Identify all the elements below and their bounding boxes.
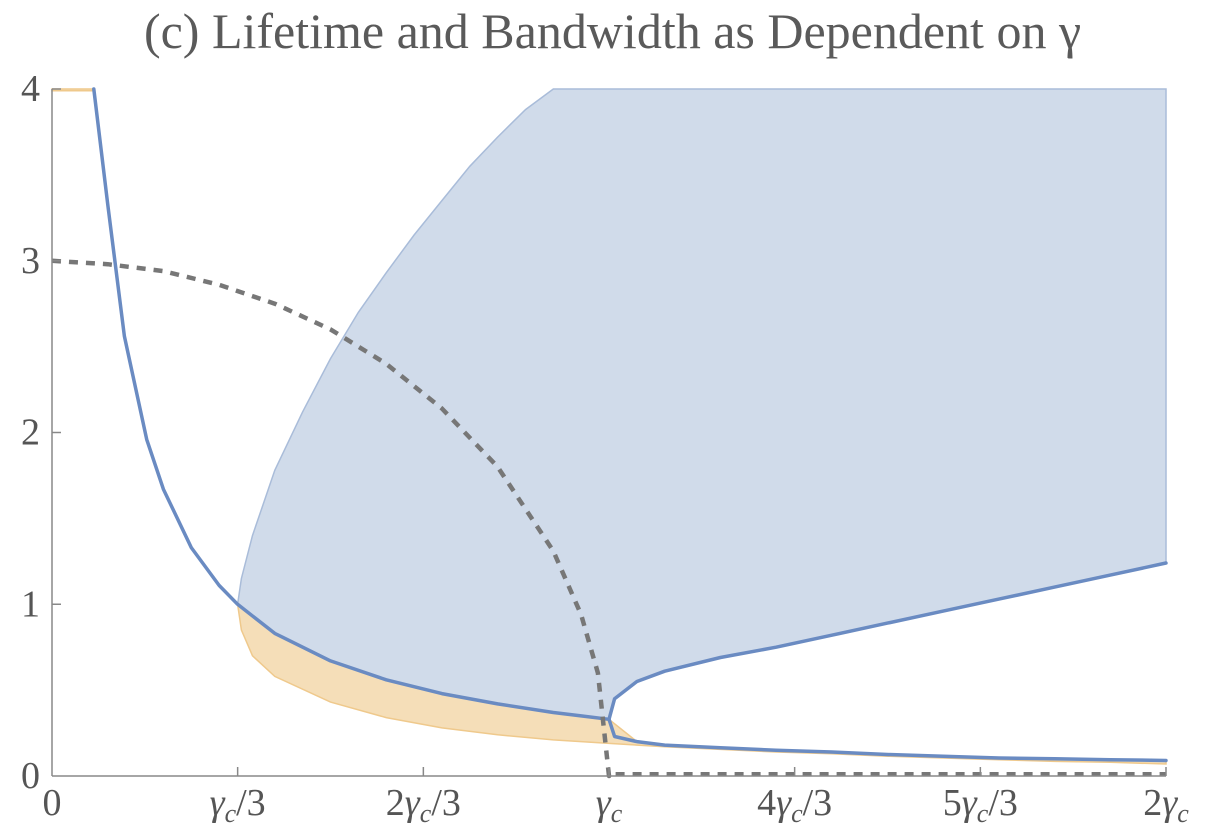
series-line-2	[607, 717, 1168, 763]
chart-title: (c) Lifetime and Bandwidth as Dependent …	[143, 3, 1082, 59]
y-tick-label-4: 4	[21, 68, 40, 110]
y-tick-label-1: 1	[21, 583, 40, 625]
x-tick-label-5: 5γc/3	[943, 782, 1018, 828]
x-tick-label-1: γc/3	[210, 782, 266, 828]
x-tick-label-4: 4γc/3	[757, 782, 832, 828]
x-tick-label-6: 2γc	[1143, 782, 1189, 828]
fill-region-0	[236, 88, 1167, 721]
series-line-3	[51, 258, 1166, 779]
y-tick-label-3: 3	[21, 240, 40, 282]
series-line-0	[92, 87, 611, 722]
x-tick-label-0: 0	[43, 782, 62, 824]
x-tick-label-3: γc	[596, 782, 623, 828]
fills-layer	[51, 88, 1167, 765]
y-tick-label-0: 0	[21, 755, 40, 797]
series-line-1	[607, 561, 1168, 722]
ticks-layer: 0 γc/3 2γc/3 γc 4γc/3 5γc/3 2γc 0 1 2 3 4	[21, 68, 1189, 828]
series-layer	[51, 87, 1168, 779]
y-tick-label-2: 2	[21, 412, 40, 454]
x-tick-label-2: 2γc/3	[386, 782, 461, 828]
